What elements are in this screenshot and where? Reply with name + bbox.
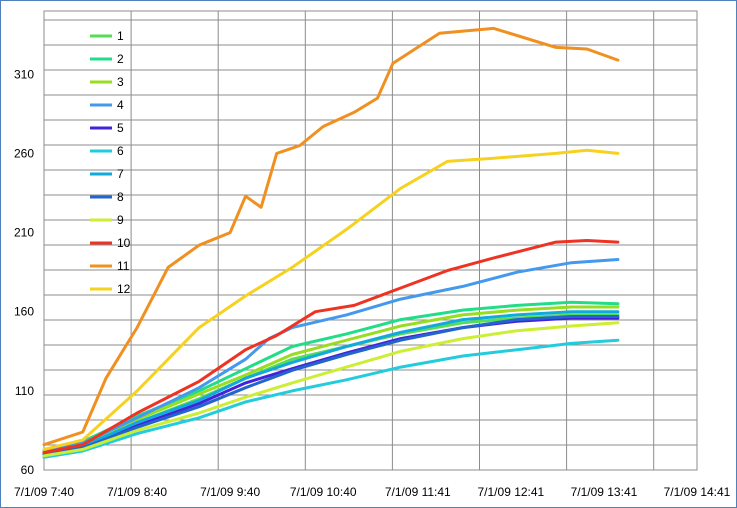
resize-handle-icon[interactable]: ••• bbox=[360, 0, 376, 4]
legend-label-12: 12 bbox=[117, 282, 131, 296]
series-line-9[interactable] bbox=[42, 321, 620, 458]
y-tick-label: 60 bbox=[21, 463, 35, 477]
legend-label-7: 7 bbox=[117, 167, 124, 181]
x-tick-label: 7/1/09 14:41 bbox=[664, 485, 731, 499]
y-tick-label: 160 bbox=[14, 305, 34, 319]
legend-label-8: 8 bbox=[117, 190, 124, 204]
legend-label-11: 11 bbox=[117, 259, 130, 273]
legend-label-1: 1 bbox=[117, 29, 124, 43]
legend-label-2: 2 bbox=[117, 52, 124, 66]
legend-label-5: 5 bbox=[117, 121, 124, 135]
x-axis-ticks: 7/1/09 7:40 7/1/09 8:40 7/1/09 9:40 7/1/09 … bbox=[14, 485, 731, 499]
series-line-6[interactable] bbox=[42, 338, 620, 459]
series-line-10[interactable] bbox=[42, 239, 620, 455]
series-line-7[interactable] bbox=[42, 310, 620, 456]
y-tick-label: 210 bbox=[14, 226, 34, 240]
y-axis-ticks: 60 110 160 210 260 310 bbox=[14, 67, 34, 477]
x-tick-label: 7/1/09 8:40 bbox=[107, 485, 167, 499]
legend-label-9: 9 bbox=[117, 213, 124, 227]
x-tick-label: 7/1/09 13:41 bbox=[571, 485, 638, 499]
x-tick-label: 7/1/09 10:40 bbox=[290, 485, 357, 499]
series-lines bbox=[42, 26, 620, 459]
y-tick-label: 110 bbox=[15, 384, 34, 398]
legend-label-6: 6 bbox=[117, 144, 124, 158]
legend-label-3: 3 bbox=[117, 75, 124, 89]
legend-label-10: 10 bbox=[117, 236, 131, 250]
y-tick-label: 260 bbox=[14, 146, 34, 160]
x-tick-label: 7/1/09 9:40 bbox=[200, 485, 260, 499]
x-tick-label: 7/1/09 7:40 bbox=[14, 485, 74, 499]
series-line-11[interactable] bbox=[42, 26, 620, 447]
legend-label-4: 4 bbox=[117, 98, 124, 112]
series-line-12[interactable] bbox=[42, 148, 620, 451]
grid-lines bbox=[43, 10, 698, 471]
y-tick-label: 310 bbox=[14, 67, 34, 81]
x-tick-label: 7/1/09 12:41 bbox=[478, 485, 545, 499]
series-line-8[interactable] bbox=[42, 315, 620, 456]
series-line-3[interactable] bbox=[42, 305, 620, 456]
plot-area-border bbox=[43, 10, 698, 471]
x-tick-label: 7/1/09 11:41 bbox=[385, 485, 451, 499]
